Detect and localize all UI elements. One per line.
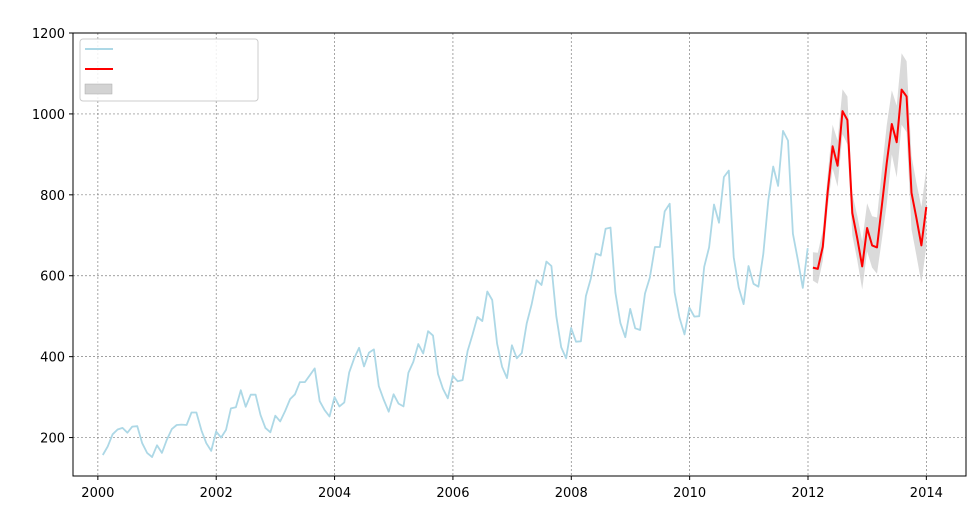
x-tick-label: 2000	[81, 486, 114, 501]
series-layer	[102, 88, 928, 458]
x-tick-label: 2002	[200, 486, 233, 501]
x-tick-label: 2010	[673, 486, 706, 501]
x-axis: 2000 2002 2004 2006 2008 2010 2012 2014	[81, 476, 943, 501]
x-tick-label: 2014	[910, 486, 943, 501]
y-tick-label: 200	[40, 432, 65, 447]
plot-frame	[72, 32, 967, 477]
x-tick-label: 2004	[318, 486, 351, 501]
x-tick-label: 2006	[436, 486, 469, 501]
y-tick-label: 800	[40, 189, 65, 204]
y-tick-label: 1200	[32, 27, 65, 42]
y-tick-label: 400	[40, 351, 65, 366]
y-tick-label: 600	[40, 270, 65, 285]
legend-box	[79, 38, 259, 102]
x-tick-label: 2008	[555, 486, 588, 501]
series-forecast-line	[812, 88, 928, 270]
series-history-line	[102, 129, 809, 458]
y-tick-label: 1000	[32, 108, 65, 123]
confidence-band	[812, 53, 927, 290]
confidence-band-layer	[812, 53, 927, 290]
legend-interval-swatch	[84, 83, 113, 95]
legend	[79, 38, 259, 102]
y-axis: 200 400 600 800 1000 1200	[32, 27, 73, 447]
x-tick-label: 2012	[791, 486, 824, 501]
